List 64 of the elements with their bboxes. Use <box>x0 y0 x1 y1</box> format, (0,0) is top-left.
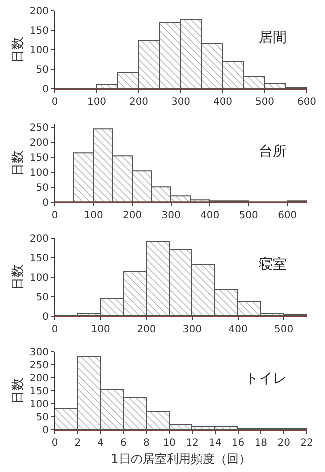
x-tick-label: 200 <box>137 324 156 336</box>
x-tick-label: 10 <box>163 438 176 449</box>
y-tick-label: 0 <box>42 84 49 96</box>
y-tick-label: 0 <box>42 426 49 436</box>
x-tick-label: 300 <box>182 324 202 336</box>
y-tick-label: 100 <box>30 46 49 57</box>
x-tick-label: 6 <box>120 438 127 449</box>
x-tick-label: 0 <box>52 97 58 108</box>
x-tick-label: 600 <box>278 210 298 222</box>
y-tick-label: 250 <box>30 123 49 134</box>
y-tick-label: 100 <box>30 272 49 284</box>
x-tick-label: 200 <box>129 97 149 108</box>
x-tick-label: 18 <box>254 438 268 449</box>
x-tick-label: 300 <box>171 97 191 108</box>
x-tick-label: 0 <box>52 324 58 336</box>
x-tick-label: 400 <box>213 97 233 108</box>
y-tick-label: 100 <box>30 168 49 180</box>
y-tick-label: 50 <box>36 412 49 424</box>
x-tick-label: 200 <box>122 210 142 222</box>
text: 居間 <box>259 30 287 46</box>
y-tick-label: 150 <box>30 153 49 164</box>
y-tick-label: 50 <box>36 183 49 194</box>
x-tick-label: 100 <box>87 97 107 108</box>
y-tick-label: 200 <box>30 6 49 18</box>
x-tick-label: 0 <box>52 210 58 222</box>
x-tick-label: 400 <box>228 324 248 336</box>
y-tick-label: 0 <box>42 312 49 323</box>
x-tick-label: 12 <box>186 438 199 449</box>
x-tick-label: 100 <box>84 210 104 222</box>
y-axis-title: 日数 <box>10 150 26 177</box>
x-tick-label: 8 <box>143 438 150 449</box>
text: 寝室 <box>259 257 287 273</box>
text: 台所 <box>259 144 287 160</box>
y-axis-title: 日数 <box>10 264 26 290</box>
x-tick-label: 600 <box>297 97 317 108</box>
x-tick-label: 16 <box>232 438 245 449</box>
text: トイレ <box>245 371 287 387</box>
y-tick-label: 50 <box>36 292 49 304</box>
y-tick-label: 150 <box>30 386 49 398</box>
y-axis-title: 日数 <box>10 37 26 64</box>
y-axis-title: 日数 <box>10 378 26 404</box>
x-tick-label: 100 <box>91 324 110 336</box>
x-tick-label: 400 <box>200 210 220 222</box>
y-tick-label: 200 <box>30 138 49 150</box>
y-tick-label: 100 <box>30 399 49 410</box>
y-tick-label: 150 <box>30 26 49 38</box>
y-tick-label: 300 <box>30 347 49 358</box>
x-tick-label: 14 <box>208 438 222 449</box>
x-tick-label: 2 <box>74 438 82 449</box>
x-tick-label: 300 <box>162 210 181 222</box>
x-tick-label: 500 <box>274 324 294 336</box>
y-tick-label: 250 <box>30 360 49 372</box>
x-tick-label: 20 <box>278 438 290 449</box>
y-tick-label: 0 <box>42 198 49 210</box>
y-tick-label: 150 <box>30 253 49 264</box>
x-tick-label: 4 <box>98 438 104 449</box>
x-tick-label: 500 <box>239 210 258 222</box>
y-tick-label: 200 <box>30 234 49 245</box>
x-tick-label: 22 <box>300 438 314 449</box>
x-tick-label: 500 <box>255 97 275 108</box>
x-axis-title: 1日の居室利用頻度（回） <box>111 452 251 466</box>
y-tick-label: 50 <box>36 65 49 76</box>
x-tick-label: 0 <box>52 438 58 449</box>
y-tick-label: 200 <box>30 373 49 384</box>
